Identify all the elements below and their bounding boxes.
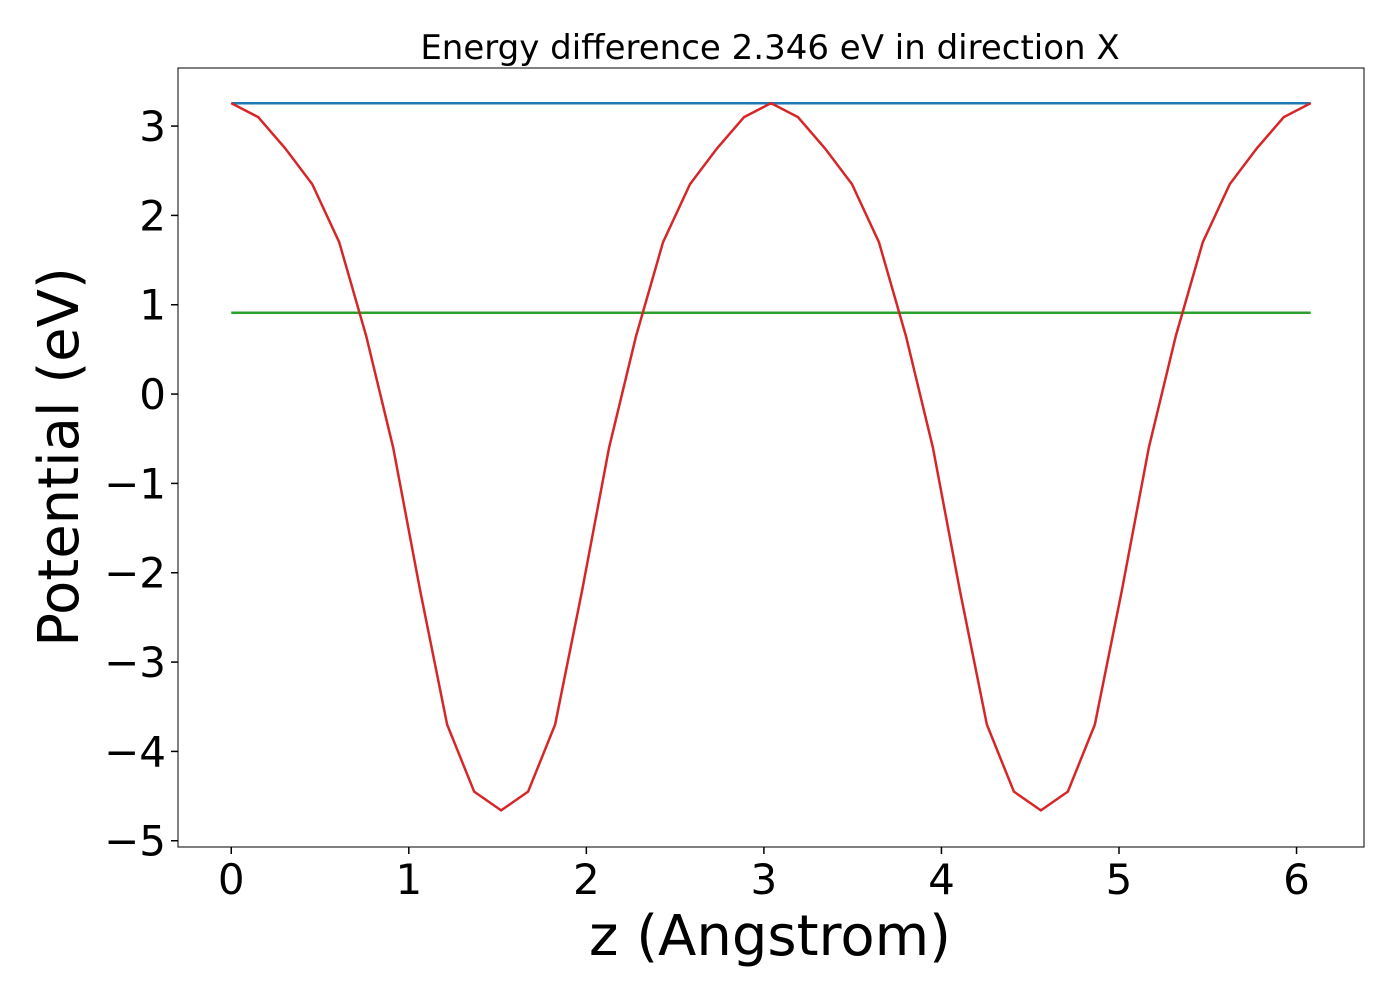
y-tick-label: 1: [139, 281, 166, 330]
x-tick-label: 2: [573, 855, 600, 904]
y-tick-label: −2: [104, 549, 166, 598]
y-axis-label: Potential (eV): [27, 267, 92, 647]
y-tick-label: 2: [139, 191, 166, 240]
plot-frame: [177, 67, 1365, 848]
x-tick-label: 3: [751, 855, 778, 904]
chart-title: Energy difference 2.346 eV in direction …: [420, 28, 1119, 68]
y-tick-label: −5: [104, 817, 166, 866]
y-tick-label: −3: [104, 638, 166, 687]
x-tick-label: 0: [218, 855, 245, 904]
x-tick-label: 1: [395, 855, 422, 904]
y-tick-label: −4: [104, 727, 166, 776]
y-tick-label: 0: [139, 370, 166, 419]
x-tick-label: 4: [928, 855, 955, 904]
y-tick-label: 3: [139, 102, 166, 151]
x-axis-label: z (Angstrom): [589, 904, 951, 969]
x-tick-label: 6: [1283, 855, 1310, 904]
y-tick-label: −1: [104, 459, 166, 508]
x-tick-label: 5: [1106, 855, 1133, 904]
data-line: [230, 101, 1312, 812]
